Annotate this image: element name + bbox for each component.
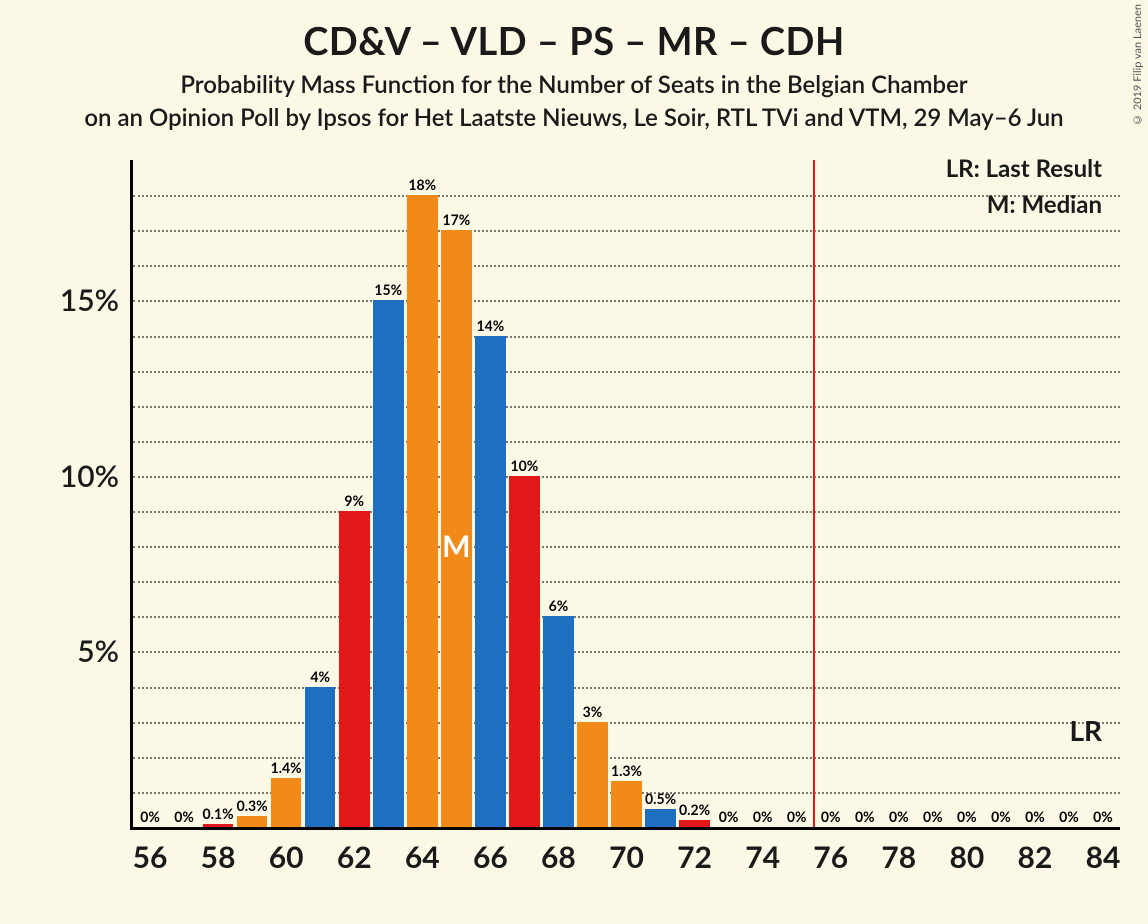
- y-axis-label: 15%: [60, 282, 119, 318]
- bar-label: 0.5%: [645, 790, 676, 807]
- bar-seat-58: 0.1%: [203, 824, 234, 828]
- bar-label: 0.1%: [203, 805, 234, 822]
- x-axis-label: 84: [1086, 839, 1121, 875]
- x-axis-label: 58: [201, 839, 236, 875]
- grid-line: [133, 546, 1120, 548]
- bar-label: 0%: [1093, 808, 1113, 825]
- median-marker: M: [442, 528, 470, 564]
- grid-line: [133, 406, 1120, 408]
- bar-seat-69: 3%: [577, 722, 608, 827]
- chart-title: CD&V – VLD – PS – MR – CDH: [0, 18, 1148, 64]
- grid-line: [133, 336, 1120, 338]
- bar-label: 3%: [583, 703, 603, 720]
- x-axis-label: 60: [269, 839, 304, 875]
- grid-line: [133, 371, 1120, 373]
- x-axis-label: 62: [337, 839, 372, 875]
- bar-seat-59: 0.3%: [237, 816, 268, 827]
- titles-block: CD&V – VLD – PS – MR – CDH Probability M…: [0, 0, 1148, 132]
- chart-subtitle: Probability Mass Function for the Number…: [0, 70, 1148, 99]
- bar-label: 0%: [923, 808, 943, 825]
- bar-seat-62: 9%: [339, 511, 370, 827]
- grid-line: [133, 581, 1120, 583]
- bar-label: 0%: [889, 808, 909, 825]
- bar-seat-61: 4%: [305, 687, 336, 827]
- x-axis-label: 74: [745, 839, 780, 875]
- x-axis-label: 80: [949, 839, 984, 875]
- copyright-text: © 2019 Filip van Laenen: [1131, 4, 1144, 126]
- bar-label: 0%: [991, 808, 1011, 825]
- x-axis-label: 76: [813, 839, 848, 875]
- grid-line: [133, 195, 1120, 197]
- x-axis-label: 82: [1018, 839, 1053, 875]
- bar-label: 15%: [374, 281, 402, 298]
- bar-seat-63: 15%: [373, 300, 404, 827]
- bar-seat-68: 6%: [543, 616, 574, 827]
- x-axis-label: 68: [541, 839, 576, 875]
- bar-label: 0.2%: [679, 801, 710, 818]
- grid-line: [133, 476, 1120, 478]
- bar-label: 0%: [719, 808, 739, 825]
- grid-line: [133, 616, 1120, 618]
- bar-seat-72: 0.2%: [679, 820, 710, 827]
- bar-label: 6%: [549, 597, 569, 614]
- bar-label: 1.4%: [271, 759, 302, 776]
- bar-label: 10%: [511, 457, 539, 474]
- x-axis-label: 70: [609, 839, 644, 875]
- bar-label: 9%: [344, 492, 364, 509]
- bar-label: 4%: [310, 668, 330, 685]
- bar-label: 0%: [174, 808, 194, 825]
- bar-label: 17%: [442, 211, 470, 228]
- bar-label: 0%: [1059, 808, 1079, 825]
- bar-label: 1.3%: [611, 762, 642, 779]
- x-axis-label: 56: [133, 839, 168, 875]
- bar-label: 0%: [1025, 808, 1045, 825]
- grid-line: [133, 651, 1120, 653]
- grid-line: [133, 687, 1120, 689]
- bar-seat-60: 1.4%: [271, 778, 302, 827]
- bar-label: 0%: [855, 808, 875, 825]
- bar-seat-71: 0.5%: [645, 809, 676, 827]
- grid-line: [133, 230, 1120, 232]
- chart-subtitle-2: on an Opinion Poll by Ipsos for Het Laat…: [0, 103, 1148, 132]
- bar-label: 0%: [753, 808, 773, 825]
- bar-label: 0.3%: [237, 797, 268, 814]
- x-axis-label: 64: [405, 839, 440, 875]
- bar-label: 0%: [787, 808, 807, 825]
- bar-seat-64: 18%: [407, 195, 438, 827]
- bar-seat-67: 10%: [509, 476, 540, 827]
- pmf-bar-chart: LR: Last Result M: Median 5%10%15%565860…: [130, 160, 1120, 830]
- grid-line: [133, 511, 1120, 513]
- bar-label: 0%: [821, 808, 841, 825]
- bar-label: 0%: [140, 808, 160, 825]
- last-result-marker: LR: [1069, 713, 1102, 747]
- y-axis-label: 10%: [60, 458, 119, 494]
- bar-label: 14%: [476, 317, 504, 334]
- grid-line: [133, 265, 1120, 267]
- x-axis-label: 78: [881, 839, 916, 875]
- bar-label: 18%: [408, 176, 436, 193]
- legend-last-result: LR: Last Result: [946, 154, 1102, 183]
- last-result-line: [813, 160, 815, 827]
- bar-seat-70: 1.3%: [611, 781, 642, 827]
- x-axis-label: 66: [473, 839, 508, 875]
- grid-line: [133, 441, 1120, 443]
- grid-line: [133, 300, 1120, 302]
- y-axis-label: 5%: [77, 633, 119, 669]
- x-axis-label: 72: [677, 839, 712, 875]
- bar-label: 0%: [957, 808, 977, 825]
- grid-line: [133, 722, 1120, 724]
- bar-seat-66: 14%: [475, 336, 506, 827]
